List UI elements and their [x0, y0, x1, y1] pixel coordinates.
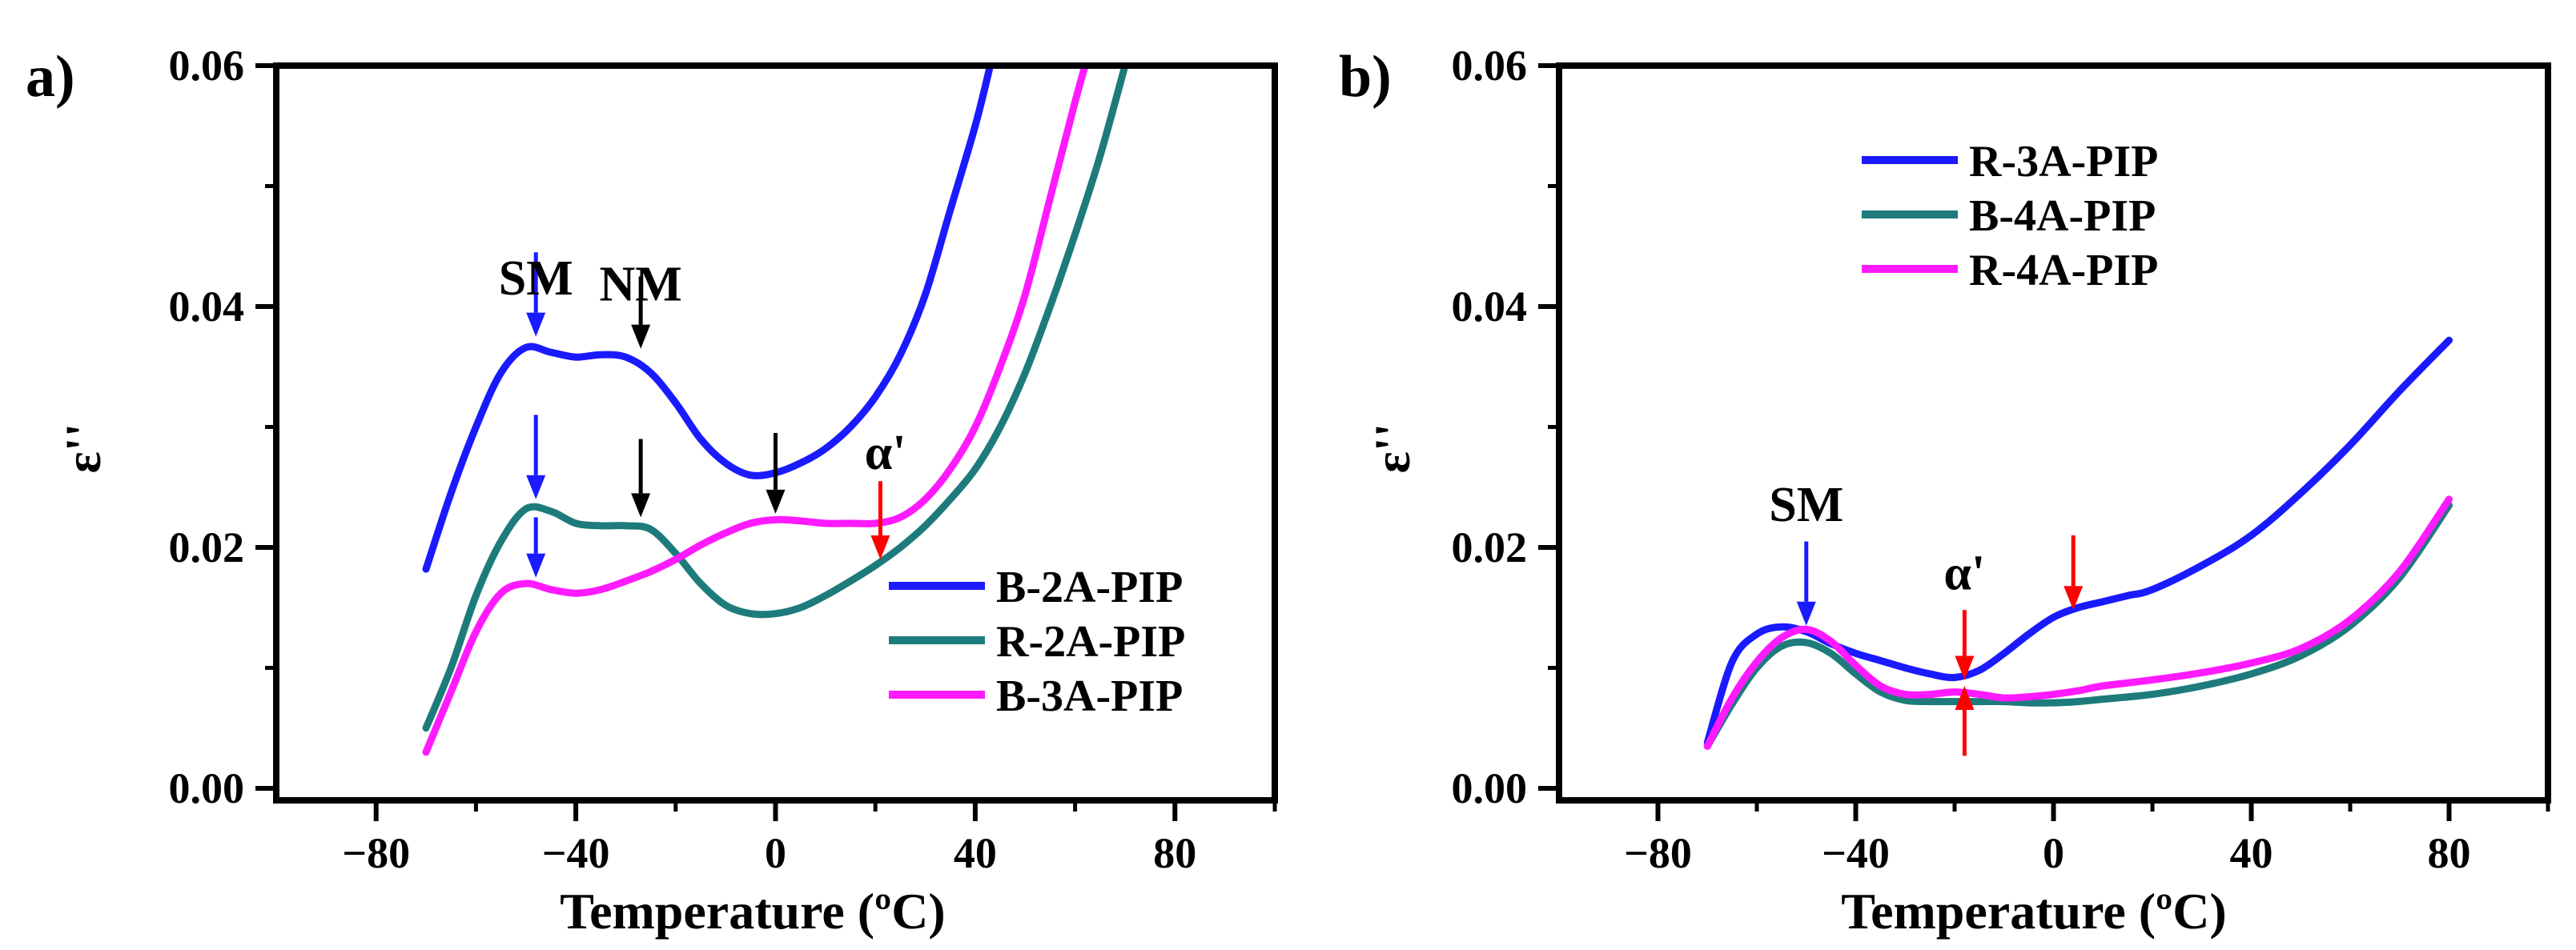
legend: R-3A-PIP B-4A-PIP R-4A-PIP — [1862, 137, 2158, 295]
annotation-arrow — [1955, 686, 1975, 756]
series-line-R-3A-PIP — [1703, 336, 2453, 747]
legend-label: B-3A-PIP — [996, 671, 1183, 721]
annotation-arrow — [526, 252, 546, 337]
annotation-arrow — [1796, 541, 1816, 626]
annotation-label: NM — [600, 257, 682, 311]
x-axis-title: Temperature (ºC) — [1841, 883, 2226, 940]
x-tick-label: 40 — [954, 829, 997, 877]
series-line-B-3A-PIP — [422, 66, 1089, 756]
x-tick-label: −80 — [1624, 829, 1692, 877]
annotation-label: SM — [1769, 478, 1843, 532]
x-tick-label: 0 — [2043, 829, 2064, 877]
y-tick-label: 0.04 — [1452, 283, 1528, 331]
series-line-R-2A-PIP — [422, 66, 1129, 732]
legend-item: B-4A-PIP — [1862, 191, 2156, 241]
panel-label: a) — [26, 44, 75, 110]
x-axis-title: Temperature (ºC) — [560, 883, 945, 940]
legend-item: R-4A-PIP — [1862, 246, 2158, 295]
legend-label: B-4A-PIP — [1969, 191, 2156, 241]
x-tick-label: −80 — [342, 829, 410, 877]
annotation-label: α' — [1943, 547, 1985, 601]
annotation-arrow — [631, 276, 651, 349]
legend-item: B-2A-PIP — [889, 563, 1183, 612]
panel-label: b) — [1339, 44, 1392, 110]
x-tick-label: 40 — [2230, 829, 2273, 877]
x-tick-label: 0 — [765, 829, 786, 877]
y-tick-label: 0.04 — [169, 283, 245, 331]
legend-item: R-2A-PIP — [889, 617, 1185, 667]
annotation-arrow — [526, 517, 546, 578]
y-tick-label: 0.00 — [169, 764, 245, 812]
legend-label: B-2A-PIP — [996, 563, 1183, 612]
annotation-arrow — [870, 481, 890, 560]
legend-label: R-2A-PIP — [996, 617, 1185, 667]
y-axis-title: ε'' — [54, 423, 111, 474]
annotation-arrow — [631, 439, 651, 518]
x-tick-label: 80 — [1153, 829, 1196, 877]
series-group — [422, 66, 1129, 756]
y-tick-label: 0.00 — [1452, 764, 1528, 812]
y-tick-label: 0.06 — [169, 42, 245, 90]
y-tick-label: 0.02 — [169, 523, 245, 571]
y-tick-label: 0.06 — [1452, 42, 1528, 90]
y-axis-title-text: ε'' — [54, 423, 111, 474]
y-tick-label: 0.02 — [1452, 523, 1528, 571]
annotation-arrow — [526, 415, 546, 499]
series-group — [1703, 336, 2453, 750]
annotation-arrow — [2064, 535, 2084, 611]
series-line-R-4A-PIP — [1703, 495, 2453, 750]
panel-b: b) ε'' Temperature (ºC) −80 −40 0 40 80 0.00 0… — [1339, 42, 2551, 940]
legend-item: B-3A-PIP — [889, 671, 1183, 721]
y-axis-title: ε'' — [1364, 423, 1421, 474]
annotation-arrow — [766, 433, 786, 514]
x-tick-label: −40 — [542, 829, 610, 877]
annotation-arrow — [1955, 610, 1975, 680]
legend-label: R-3A-PIP — [1969, 137, 2158, 186]
x-tick-label: 80 — [2428, 829, 2471, 877]
legend-label: R-4A-PIP — [1969, 246, 2158, 295]
x-tick-label: −40 — [1822, 829, 1890, 877]
y-axis-title-text: ε'' — [1364, 423, 1421, 474]
series-line-B-2A-PIP — [422, 66, 995, 573]
panel-a: a) ε'' Temperature (ºC) −80 −40 0 40 80 0.00 0… — [26, 42, 1278, 940]
series-line-B-4A-PIP — [1703, 501, 2453, 750]
annotation-label: α' — [865, 426, 906, 480]
annotation-label: SM — [499, 251, 573, 306]
legend-item: R-3A-PIP — [1862, 137, 2158, 186]
